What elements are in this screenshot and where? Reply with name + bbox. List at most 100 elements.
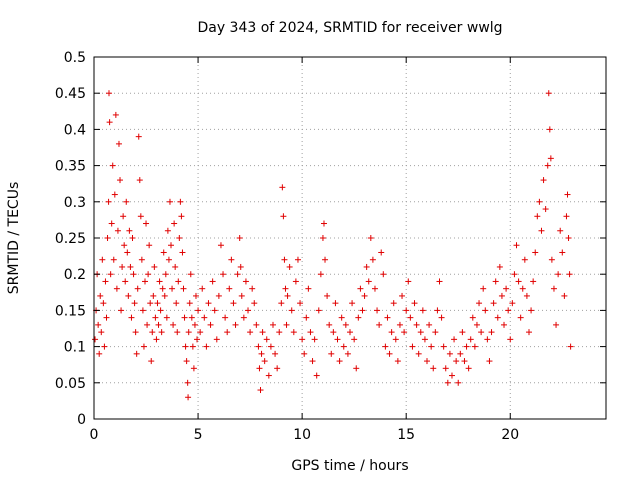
data-point [278, 300, 285, 307]
data-point [305, 285, 312, 292]
data-point [195, 307, 202, 314]
data-point [211, 307, 218, 314]
data-point [564, 191, 571, 198]
data-point [467, 336, 474, 343]
data-point [149, 329, 156, 336]
data-point [542, 206, 549, 213]
y-tick-label: 0.15 [55, 303, 86, 319]
data-point [257, 387, 264, 394]
data-point [482, 307, 489, 314]
data-point [238, 292, 245, 299]
data-point [113, 285, 120, 292]
x-tick-label: 0 [90, 427, 99, 443]
data-point [197, 329, 204, 336]
data-point [469, 314, 476, 321]
data-point [181, 314, 188, 321]
data-point [388, 329, 395, 336]
data-point [240, 314, 247, 321]
data-point [557, 227, 564, 234]
data-point [151, 263, 158, 270]
data-point [98, 329, 105, 336]
data-point [283, 321, 290, 328]
data-point [123, 198, 130, 205]
data-point [153, 336, 160, 343]
data-point [226, 285, 233, 292]
data-point [127, 263, 134, 270]
data-point [299, 336, 306, 343]
data-point [480, 285, 487, 292]
data-point [120, 213, 127, 220]
data-point [517, 314, 524, 321]
data-point [490, 300, 497, 307]
data-point [326, 321, 333, 328]
data-point [136, 177, 143, 184]
data-point [115, 140, 122, 147]
data-point [442, 365, 449, 372]
data-point [180, 285, 187, 292]
data-point [347, 329, 353, 336]
data-point [253, 321, 260, 328]
data-point [494, 314, 501, 321]
data-point [525, 329, 532, 336]
data-point [349, 300, 356, 307]
data-point [185, 394, 192, 401]
data-point [133, 350, 140, 357]
data-point [528, 307, 535, 314]
data-point [256, 365, 263, 372]
data-point [340, 343, 347, 350]
data-point [125, 292, 132, 299]
data-point [322, 256, 329, 263]
data-points [92, 90, 574, 401]
data-point [440, 343, 447, 350]
data-point [213, 336, 220, 343]
data-point [187, 271, 194, 278]
data-point [534, 213, 541, 220]
data-point [355, 314, 362, 321]
data-point [169, 285, 176, 292]
data-point [186, 300, 193, 307]
data-point [265, 372, 272, 379]
y-tick-label: 0.4 [64, 122, 86, 138]
data-point [232, 321, 239, 328]
data-point [566, 271, 573, 278]
data-point [453, 358, 460, 365]
data-point [101, 343, 108, 350]
data-point [492, 278, 499, 285]
data-point [307, 329, 314, 336]
data-point [209, 278, 216, 285]
data-point [438, 314, 445, 321]
data-point [190, 365, 197, 372]
data-point [261, 358, 268, 365]
data-point [301, 350, 308, 357]
data-point [279, 184, 286, 191]
data-point [215, 292, 222, 299]
data-point [336, 358, 343, 365]
data-point [294, 256, 301, 263]
data-point [107, 271, 114, 278]
data-point [351, 336, 358, 343]
data-point [168, 242, 175, 249]
data-point [434, 307, 441, 314]
data-point [463, 343, 470, 350]
y-tick-label: 0.45 [55, 86, 86, 102]
y-tick-label: 0.05 [55, 376, 86, 392]
data-point [342, 321, 349, 328]
data-point [139, 307, 146, 314]
data-point [432, 329, 439, 336]
data-point [114, 227, 121, 234]
data-point [224, 329, 231, 336]
data-point [126, 227, 133, 234]
data-point [511, 271, 518, 278]
data-point [448, 372, 455, 379]
data-point [165, 256, 172, 263]
data-point [174, 329, 181, 336]
data-point [234, 271, 241, 278]
data-point [188, 314, 195, 321]
data-point [359, 307, 366, 314]
data-point [496, 263, 503, 270]
data-point [484, 336, 491, 343]
data-point [394, 358, 401, 365]
data-point [390, 300, 397, 307]
data-point [118, 307, 125, 314]
